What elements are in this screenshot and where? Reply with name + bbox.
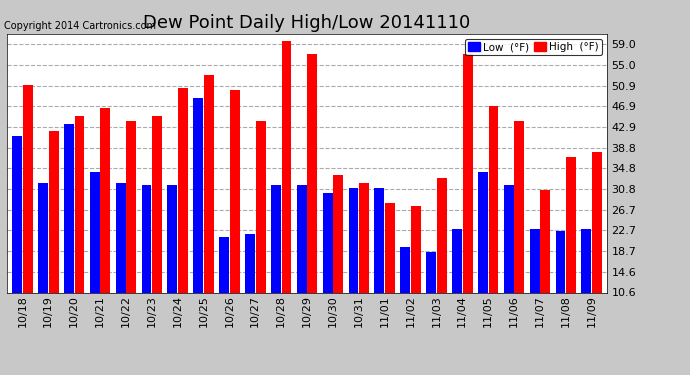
Bar: [126, 121, 136, 347]
Text: Copyright 2014 Cartronics.com: Copyright 2014 Cartronics.com: [4, 21, 156, 31]
Bar: [540, 190, 550, 347]
Bar: [333, 175, 343, 347]
Bar: [193, 98, 203, 347]
Bar: [375, 188, 384, 347]
Bar: [359, 183, 369, 347]
Bar: [64, 124, 74, 347]
Bar: [256, 121, 266, 347]
Bar: [219, 237, 229, 347]
Bar: [141, 185, 151, 347]
Bar: [437, 177, 446, 347]
Bar: [152, 116, 162, 347]
Bar: [582, 229, 591, 347]
Bar: [90, 172, 99, 347]
Legend: Low  (°F), High  (°F): Low (°F), High (°F): [464, 39, 602, 55]
Bar: [308, 54, 317, 347]
Bar: [101, 108, 110, 347]
Bar: [426, 252, 436, 347]
Bar: [530, 229, 540, 347]
Bar: [230, 90, 239, 347]
Bar: [463, 54, 473, 347]
Bar: [116, 183, 126, 347]
Bar: [271, 185, 281, 347]
Bar: [385, 203, 395, 347]
Bar: [504, 185, 513, 347]
Title: Dew Point Daily High/Low 20141110: Dew Point Daily High/Low 20141110: [144, 14, 471, 32]
Bar: [478, 172, 488, 347]
Bar: [23, 85, 32, 347]
Bar: [297, 185, 306, 347]
Bar: [49, 131, 59, 347]
Bar: [282, 42, 291, 347]
Bar: [12, 136, 22, 347]
Bar: [452, 229, 462, 347]
Bar: [411, 206, 421, 347]
Bar: [178, 88, 188, 347]
Bar: [566, 157, 576, 347]
Bar: [38, 183, 48, 347]
Bar: [348, 188, 358, 347]
Bar: [204, 75, 214, 347]
Bar: [75, 116, 84, 347]
Bar: [489, 106, 498, 347]
Bar: [400, 247, 410, 347]
Bar: [592, 152, 602, 347]
Bar: [555, 231, 565, 347]
Bar: [515, 121, 524, 347]
Bar: [245, 234, 255, 347]
Bar: [323, 193, 333, 347]
Bar: [168, 185, 177, 347]
